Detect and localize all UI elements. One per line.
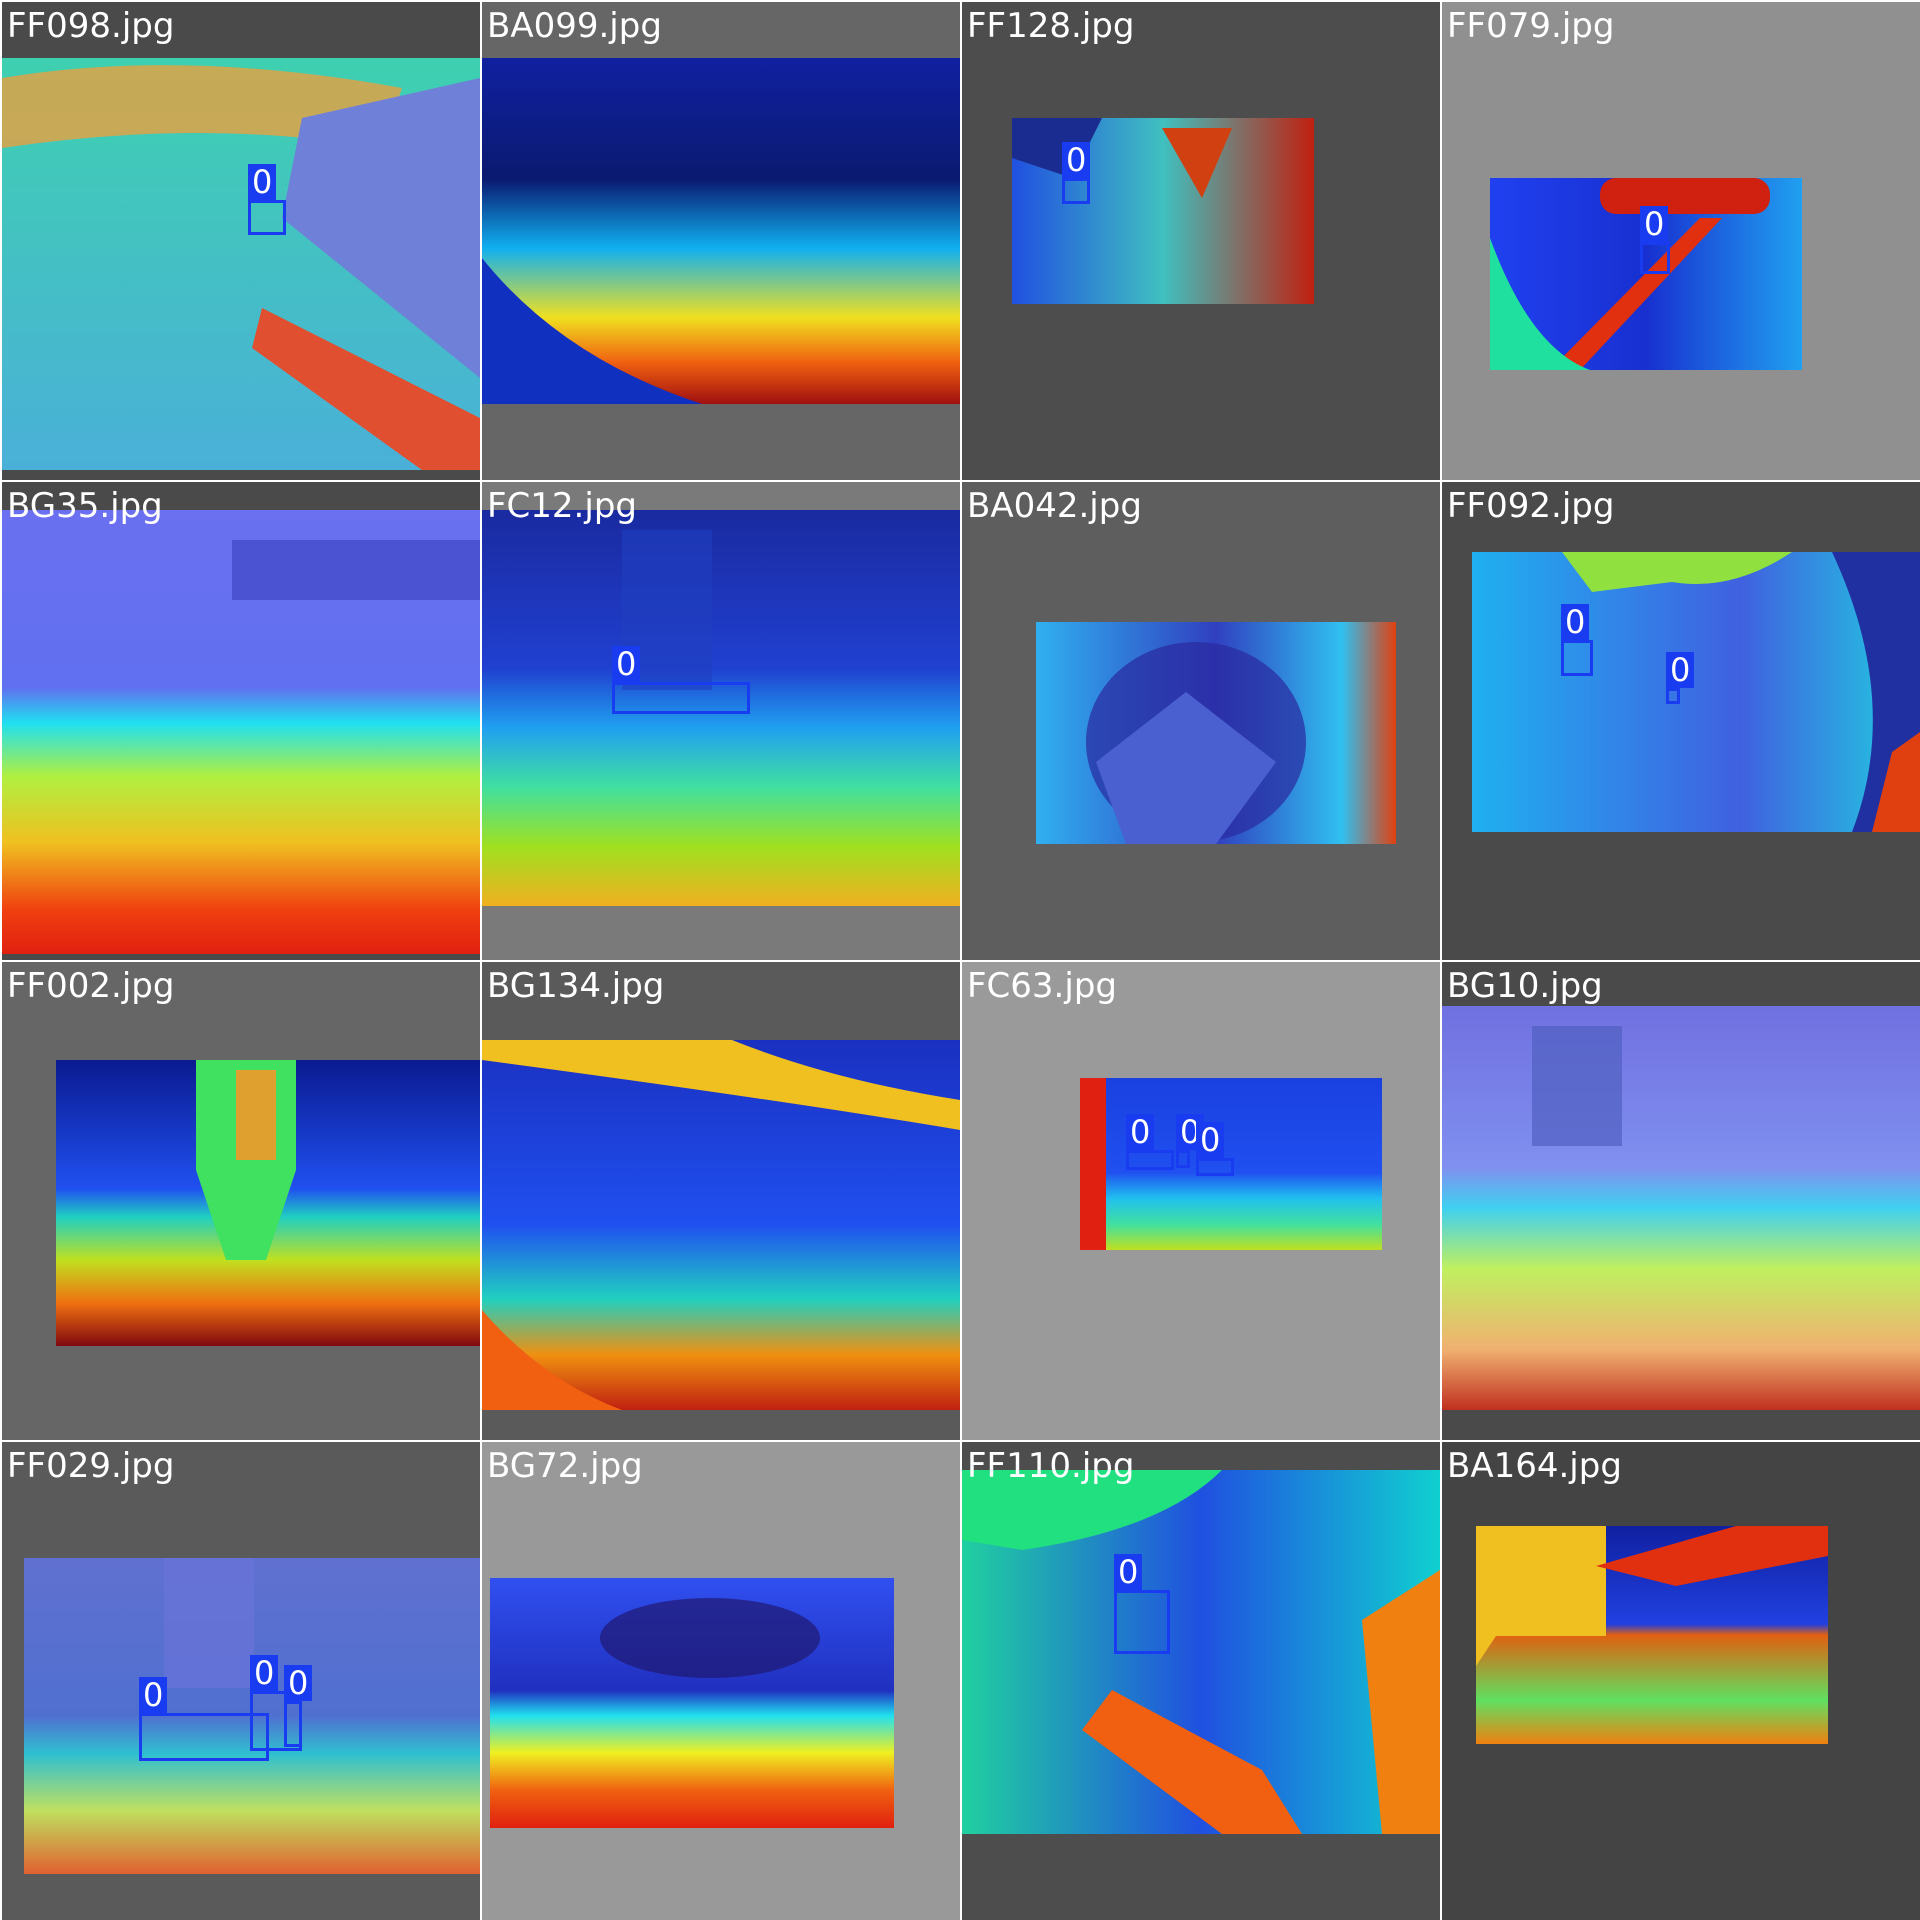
tile-filename-label: FF029.jpg: [7, 1446, 175, 1486]
depth-map-image: [1476, 1526, 1828, 1744]
detection-class-label: 0: [612, 646, 641, 682]
depth-map-image: [962, 1470, 1440, 1834]
grid-tile: FF110.jpg 0: [962, 1442, 1440, 1920]
tile-filename-label: BG35.jpg: [7, 486, 163, 526]
detection-box: [1196, 1158, 1234, 1176]
grid-tile: FC12.jpg 0: [482, 482, 960, 960]
detection-class-label: 0: [1666, 652, 1695, 688]
grid-tile: FF002.jpg: [2, 962, 480, 1440]
depth-map-image: [2, 510, 480, 954]
grid-tile: BG72.jpg: [482, 1442, 960, 1920]
grid-tile: FF092.jpg 0 0: [1442, 482, 1920, 960]
grid-tile: BG10.jpg: [1442, 962, 1920, 1440]
detection-box: [1126, 1150, 1174, 1170]
grid-tile: FF029.jpg 0 0 0: [2, 1442, 480, 1920]
detection-box: [1640, 242, 1670, 274]
detection-box: [1666, 688, 1680, 704]
depth-map-image: [1442, 1006, 1920, 1410]
grid-tile: BA164.jpg: [1442, 1442, 1920, 1920]
grid-tile: BG134.jpg: [482, 962, 960, 1440]
detection-box: [612, 682, 750, 714]
detection-class-label: 0: [1126, 1114, 1155, 1150]
tile-filename-label: FC63.jpg: [967, 966, 1117, 1006]
grid-tile: BA099.jpg: [482, 2, 960, 480]
depth-map-image: [2, 58, 480, 470]
tile-filename-label: BA099.jpg: [487, 6, 662, 46]
detection-box: [284, 1701, 302, 1747]
depth-map-image: [1472, 552, 1920, 832]
detection-class-label: 0: [284, 1665, 313, 1701]
tile-filename-label: FF079.jpg: [1447, 6, 1615, 46]
detection-box: [1114, 1590, 1170, 1654]
depth-map-image: [490, 1578, 894, 1828]
grid-tile: BG35.jpg: [2, 482, 480, 960]
detection-class-label: 0: [250, 1655, 279, 1691]
tile-filename-label: FF128.jpg: [967, 6, 1135, 46]
detection-class-label: 0: [1114, 1554, 1143, 1590]
detection-box: [1176, 1150, 1190, 1168]
tile-filename-label: FF002.jpg: [7, 966, 175, 1006]
detection-box: [139, 1713, 269, 1761]
grid-tile: FF098.jpg 0: [2, 2, 480, 480]
tile-filename-label: BG10.jpg: [1447, 966, 1603, 1006]
tile-filename-label: FF092.jpg: [1447, 486, 1615, 526]
detection-class-label: 0: [1561, 604, 1590, 640]
tile-filename-label: FF110.jpg: [967, 1446, 1135, 1486]
grid-tile: FF079.jpg 0: [1442, 2, 1920, 480]
detection-box: [1561, 640, 1593, 676]
detection-box: [1062, 178, 1090, 204]
depth-map-image: [56, 1060, 480, 1346]
tile-filename-label: FC12.jpg: [487, 486, 637, 526]
grid-tile: FF128.jpg 0: [962, 2, 1440, 480]
detection-class-label: 0: [1640, 206, 1669, 242]
depth-map-image: [482, 1040, 960, 1410]
detection-class-label: 0: [1062, 142, 1091, 178]
detection-class-label: 0: [248, 164, 277, 200]
tile-filename-label: BG72.jpg: [487, 1446, 643, 1486]
tile-filename-label: BG134.jpg: [487, 966, 665, 1006]
tile-filename-label: FF098.jpg: [7, 6, 175, 46]
depth-map-image: [1036, 622, 1396, 844]
depth-map-image: [1012, 118, 1314, 304]
detection-class-label: 0: [1196, 1122, 1225, 1158]
tile-filename-label: BA042.jpg: [967, 486, 1142, 526]
detection-class-label: 0: [139, 1677, 168, 1713]
tile-filename-label: BA164.jpg: [1447, 1446, 1622, 1486]
detection-box: [248, 200, 286, 235]
grid-tile: FC63.jpg 0 0 0: [962, 962, 1440, 1440]
depth-map-image: [482, 58, 960, 404]
grid-tile: BA042.jpg: [962, 482, 1440, 960]
